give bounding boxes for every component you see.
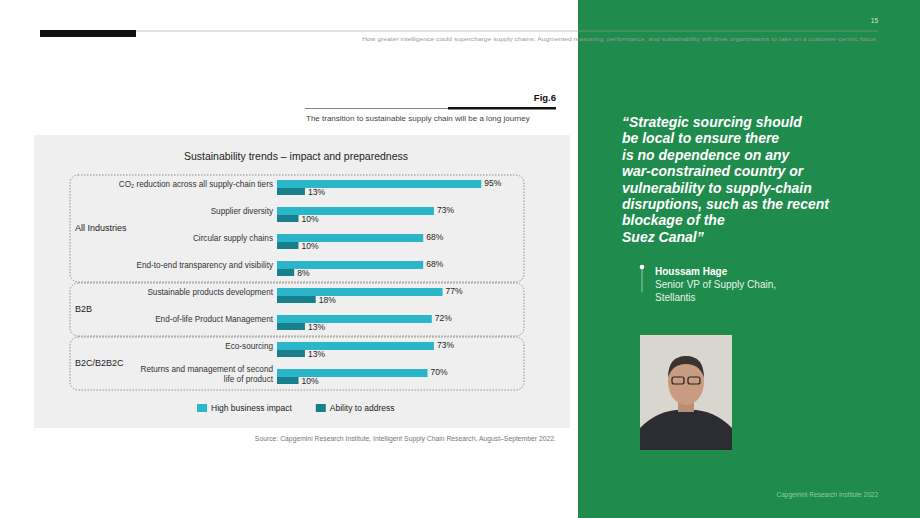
data-label: 10% <box>302 214 319 224</box>
bar <box>277 234 423 242</box>
category-label-line: Returns and management of second <box>141 365 274 374</box>
bar <box>277 269 294 276</box>
footer: Capgemini Research Institute 2022 <box>776 491 878 499</box>
legend-label: Ability to address <box>330 403 395 413</box>
bar <box>277 215 299 222</box>
speaker-name: Houssam Hage <box>655 266 728 277</box>
group-box <box>70 283 524 336</box>
header-rule <box>136 31 878 32</box>
quote-line: vulnerability to supply-chain <box>622 180 812 196</box>
data-label: 10% <box>302 241 319 251</box>
group-label: All Industries <box>75 223 127 233</box>
portrait-body <box>640 410 732 450</box>
quote-line: “Strategic sourcing should <box>622 114 802 130</box>
legend-label: High business impact <box>211 403 292 413</box>
figure-rule <box>305 108 556 109</box>
data-label: 13% <box>308 187 325 197</box>
quote-line: disruptions, such as the recent <box>622 196 830 212</box>
speaker-dot <box>640 265 645 270</box>
bar <box>277 315 432 323</box>
category-label: Returns and management of secondlife of … <box>141 365 274 384</box>
group-box <box>70 337 524 390</box>
legend-swatch <box>197 404 207 412</box>
data-label: 68% <box>426 232 443 242</box>
category-label: Supplier diversity <box>211 207 274 216</box>
data-label: 70% <box>431 367 448 377</box>
bar <box>277 188 305 195</box>
speaker-rule <box>642 269 643 292</box>
legend-swatch <box>316 404 326 412</box>
portrait-bg <box>640 335 732 450</box>
header-text: How greater intelligence could superchar… <box>362 36 876 42</box>
data-label: 73% <box>437 340 454 350</box>
header-bar <box>40 30 136 37</box>
data-label: 72% <box>435 313 452 323</box>
bar <box>277 377 299 384</box>
category-label: End-of-life Product Management <box>155 315 274 324</box>
category-label: Sustainable products development <box>147 288 273 297</box>
portrait <box>640 335 732 450</box>
page: How greater intelligence could superchar… <box>0 0 920 518</box>
speaker-role: Senior VP of Supply Chain, <box>655 279 776 290</box>
bars <box>277 180 481 384</box>
category-label: Eco-sourcing <box>225 342 273 351</box>
bar <box>277 342 434 350</box>
data-label: 13% <box>308 349 325 359</box>
category-label: End-to-end transparency and visibility <box>136 261 273 270</box>
data-label: 8% <box>297 268 310 278</box>
portrait-glasses <box>672 377 684 384</box>
bar <box>277 296 316 303</box>
bar <box>277 350 305 357</box>
bar <box>277 323 305 330</box>
category-label: CO₂ reduction across all supply-chain ti… <box>119 180 273 189</box>
speaker-role: Stellantis <box>655 292 696 303</box>
figure-rule-accent <box>448 107 556 110</box>
bar <box>277 369 428 377</box>
data-label: 77% <box>446 286 463 296</box>
bar <box>277 242 299 249</box>
figure-subtitle: The transition to sustainable supply cha… <box>306 114 530 123</box>
chart-title: Sustainability trends – impact and prepa… <box>184 150 408 162</box>
category-label: Circular supply chains <box>193 234 273 243</box>
chart-panel <box>34 135 570 428</box>
portrait-hair <box>668 356 704 378</box>
background <box>0 0 920 518</box>
portrait-glasses <box>688 377 700 384</box>
data-label: 95% <box>484 178 501 188</box>
data-label: 10% <box>302 376 319 386</box>
quote-line: war-constrained country or <box>622 163 805 179</box>
quote-line: blockage of the <box>622 212 725 228</box>
data-label: 73% <box>437 205 454 215</box>
quote-line: Suez Canal” <box>622 229 704 245</box>
category-label-line: life of product <box>224 375 274 384</box>
group-box <box>70 175 524 282</box>
group-label: B2C/B2B2C <box>75 358 124 368</box>
quote-panel <box>578 0 920 518</box>
source: Source: Capgemini Research Institute, In… <box>255 435 556 443</box>
figure-label: Fig.6 <box>534 92 556 103</box>
quote-line: be local to ensure there <box>622 130 779 146</box>
group-label: B2B <box>75 304 92 314</box>
bar <box>277 288 443 296</box>
quote-line: is no dependence on any <box>622 147 790 163</box>
page-number: 15 <box>871 17 879 24</box>
data-label: 18% <box>319 295 336 305</box>
data-label: 13% <box>308 322 325 332</box>
data-label: 68% <box>426 259 443 269</box>
